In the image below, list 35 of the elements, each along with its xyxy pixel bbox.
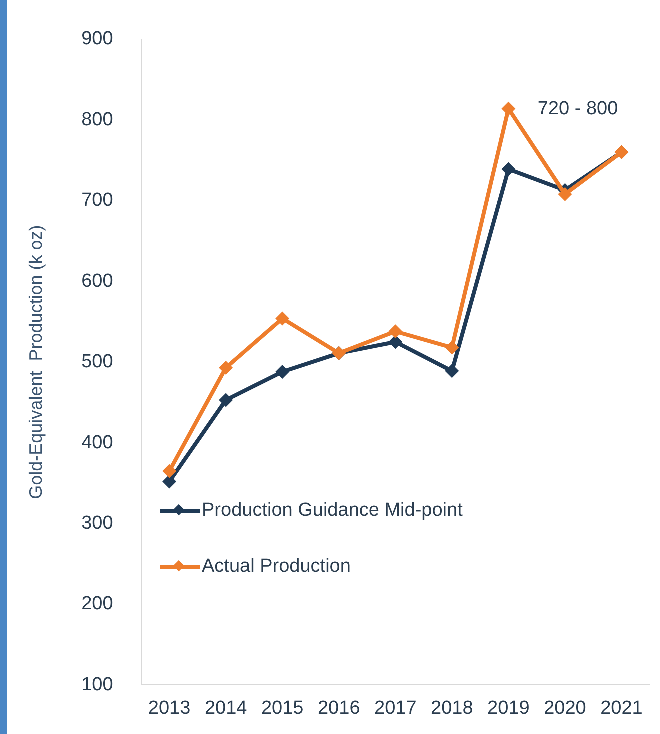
point [502,162,516,176]
y-tick-label: 900 [82,28,114,50]
point [445,340,460,355]
point [162,474,177,489]
x-tick-label: 2021 [600,698,643,719]
x-tick-label: 2015 [261,698,304,719]
y-tick-label: 500 [82,352,114,373]
point [445,364,460,378]
point [219,360,234,375]
annotation: 720 - 800 [538,98,618,120]
point [502,102,516,116]
x-tick-label: 2016 [318,698,360,719]
legend-label: Production Guidance Mid-point [202,500,463,522]
y-tick-label: 100 [82,674,114,696]
y-tick-label: 200 [82,594,114,615]
y-tick-label: 400 [82,432,114,454]
y-tick-label: 600 [82,270,114,292]
x-tick-label: 2017 [374,698,417,719]
y-tick-label: 700 [82,190,114,212]
point [162,464,177,478]
y-axis-title: Gold-Equivalent Production (k oz) [26,225,46,500]
point [558,187,572,202]
point [388,335,403,350]
x-tick-label: 2018 [431,698,474,719]
y-tick-label: 800 [82,109,114,130]
x-tick-label: 2013 [148,698,191,719]
legend-label: Actual Production [202,556,351,578]
x-tick-label: 2014 [204,698,248,719]
x-tick-label: 2020 [544,698,586,719]
point [388,324,403,339]
y-tick-label: 300 [82,512,114,534]
point [276,364,290,379]
point [219,393,234,408]
x-tick-label: 2019 [488,698,530,719]
point [276,312,290,326]
